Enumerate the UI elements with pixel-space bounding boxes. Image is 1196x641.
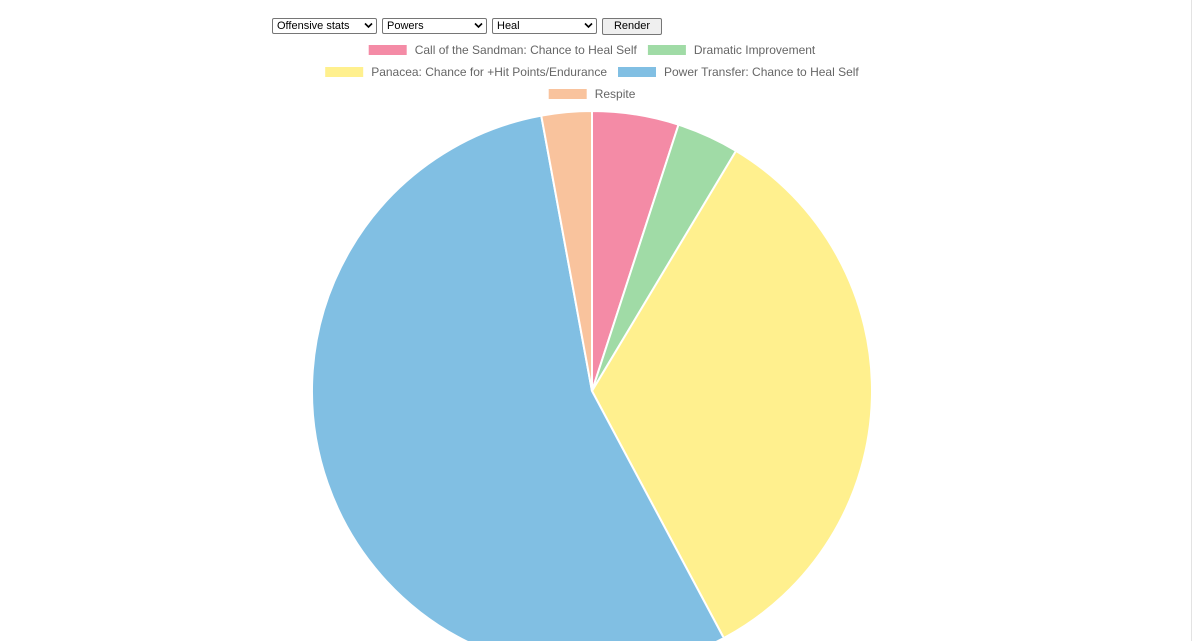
legend: Call of the Sandman: Chance to Heal Self…	[325, 43, 859, 101]
window-edge	[1191, 0, 1192, 641]
legend-swatch	[325, 67, 364, 77]
legend-label: Call of the Sandman: Chance to Heal Self	[415, 43, 638, 57]
legend-label: Respite	[595, 87, 636, 101]
chevron-down-icon	[364, 22, 373, 29]
legend-label: Dramatic Improvement	[694, 43, 816, 57]
legend-label: Panacea: Chance for +Hit Points/Enduranc…	[371, 65, 607, 79]
controls-bar: Offensive stats Powers Heal Render	[272, 17, 662, 35]
legend-item-0[interactable]: Call of the Sandman: Chance to Heal Self	[368, 43, 638, 57]
category-select[interactable]: Powers	[382, 18, 487, 34]
legend-swatch	[548, 89, 587, 99]
render-button[interactable]: Render	[602, 17, 662, 35]
stat-select[interactable]: Heal	[492, 18, 597, 34]
legend-item-2[interactable]: Panacea: Chance for +Hit Points/Enduranc…	[325, 65, 607, 79]
pie-slice-3[interactable]	[310, 114, 726, 641]
chevron-down-icon	[584, 22, 593, 29]
legend-item-3[interactable]: Power Transfer: Chance to Heal Self	[618, 65, 859, 79]
legend-label: Power Transfer: Chance to Heal Self	[664, 65, 859, 79]
legend-item-4[interactable]: Respite	[548, 87, 636, 101]
stat-group-select[interactable]: Offensive stats	[272, 18, 377, 34]
legend-swatch	[647, 45, 686, 55]
legend-swatch	[368, 45, 407, 55]
stat-value: Heal	[497, 20, 520, 32]
pie-slice-4[interactable]	[540, 109, 593, 392]
chevron-down-icon	[474, 22, 483, 29]
legend-item-1[interactable]: Dramatic Improvement	[647, 43, 816, 57]
legend-swatch	[618, 67, 656, 77]
stat-group-value: Offensive stats	[277, 20, 350, 32]
category-value: Powers	[387, 20, 424, 32]
pie-slice-2[interactable]	[590, 149, 874, 640]
pie-slices	[310, 109, 874, 641]
